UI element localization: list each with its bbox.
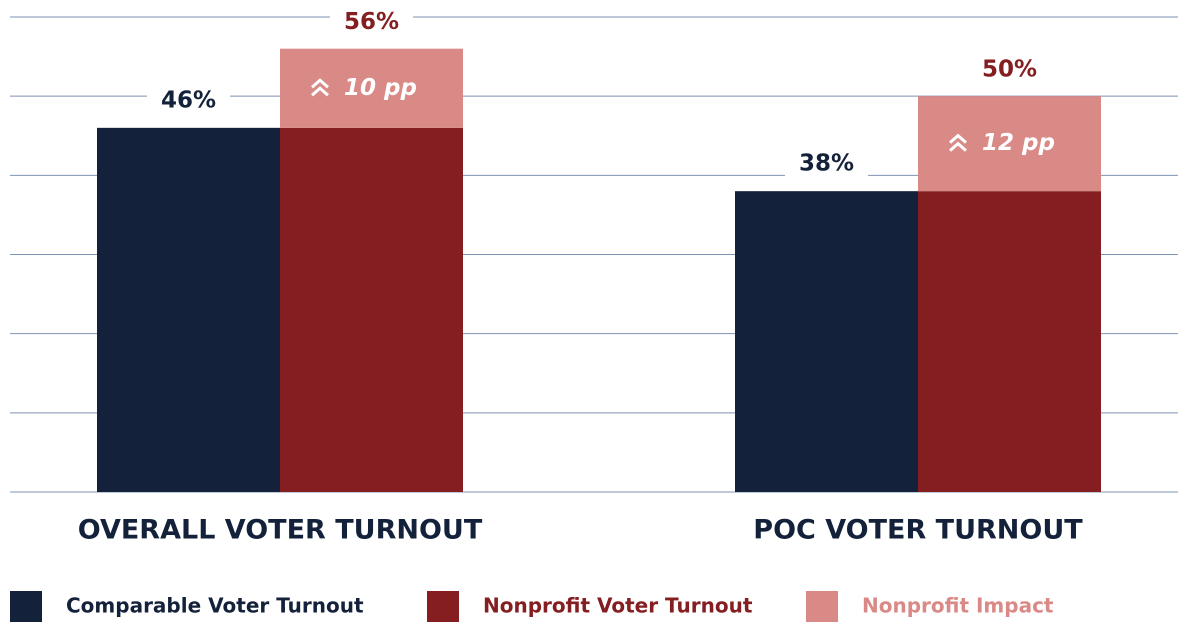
label-background (967, 56, 1052, 83)
legend-swatch (427, 591, 459, 622)
x-tick-label: POC VOTER TURNOUT (753, 515, 1083, 546)
bar (280, 127, 463, 492)
label-background (784, 150, 869, 177)
total-label: 50% (982, 57, 1037, 83)
x-tick-label: OVERALL VOTER TURNOUT (78, 515, 483, 546)
bar (97, 127, 280, 492)
value-label: 12 pp (982, 130, 1055, 156)
bar-segment (280, 48, 463, 128)
legend-label: Nonprofit Voter Turnout (483, 594, 753, 618)
chevron (311, 78, 329, 97)
total-label: 56% (344, 9, 399, 35)
bar-segment (918, 96, 1101, 192)
legend-swatch (10, 591, 42, 622)
chevron-icon (311, 78, 329, 97)
legend-label: Nonprofit Impact (862, 594, 1054, 618)
value-label: 46% (161, 87, 216, 113)
label-background (329, 9, 414, 36)
value-label: 10 pp (344, 75, 417, 101)
legend-label: Comparable Voter Turnout (66, 594, 364, 618)
bar (918, 191, 1101, 492)
value-label: 38% (799, 151, 854, 177)
chevron-icon (949, 133, 967, 152)
bar (735, 191, 918, 492)
legend-swatch (806, 591, 838, 622)
chevron (949, 133, 967, 152)
label-background (146, 87, 231, 114)
